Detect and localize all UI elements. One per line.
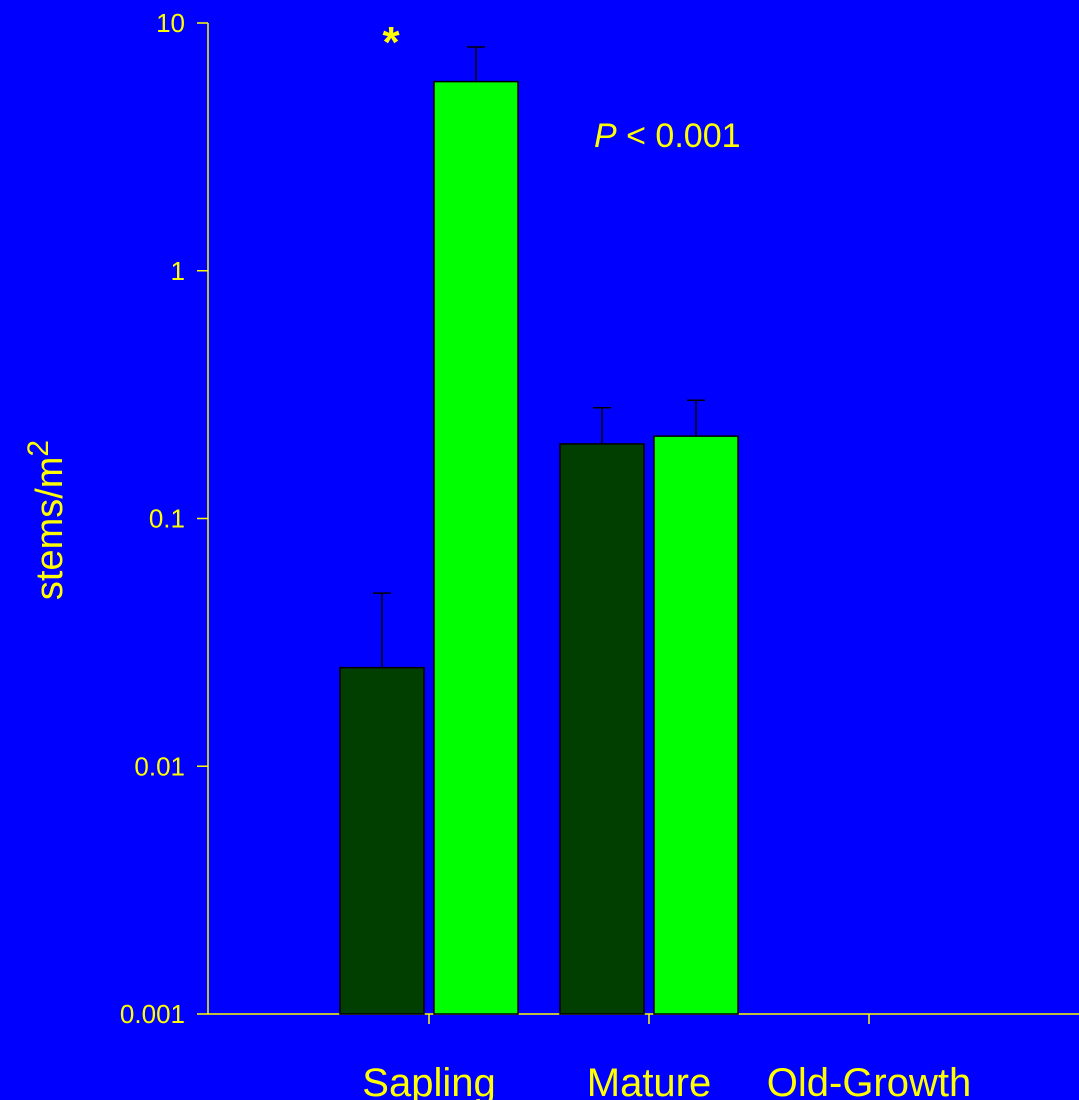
y-tick-label: 0.1: [149, 504, 185, 534]
y-tick-label: 0.01: [134, 751, 185, 781]
bar: [433, 80, 519, 1015]
chart-labels: 0.001 0.01 0.1 1 10 Sapling Mature Old-Growth: [120, 8, 971, 1100]
x-category-label: Sapling: [362, 1061, 495, 1100]
y-tick-label: 10: [156, 8, 185, 38]
y-tick-label: 1: [171, 256, 185, 286]
y-tick-label: 0.001: [120, 999, 185, 1029]
bar: [559, 443, 645, 1015]
x-category-label: Mature: [587, 1061, 712, 1100]
bar: [339, 666, 425, 1015]
chart-error-bars: [373, 46, 705, 668]
bar: [653, 435, 739, 1015]
p-value-annotation: P < 0.001: [594, 117, 741, 155]
y-axis-label: stems/m2: [22, 440, 71, 600]
chart-bars: [339, 80, 739, 1015]
x-category-label: Old-Growth: [767, 1061, 972, 1100]
significance-marker: *: [382, 18, 400, 67]
